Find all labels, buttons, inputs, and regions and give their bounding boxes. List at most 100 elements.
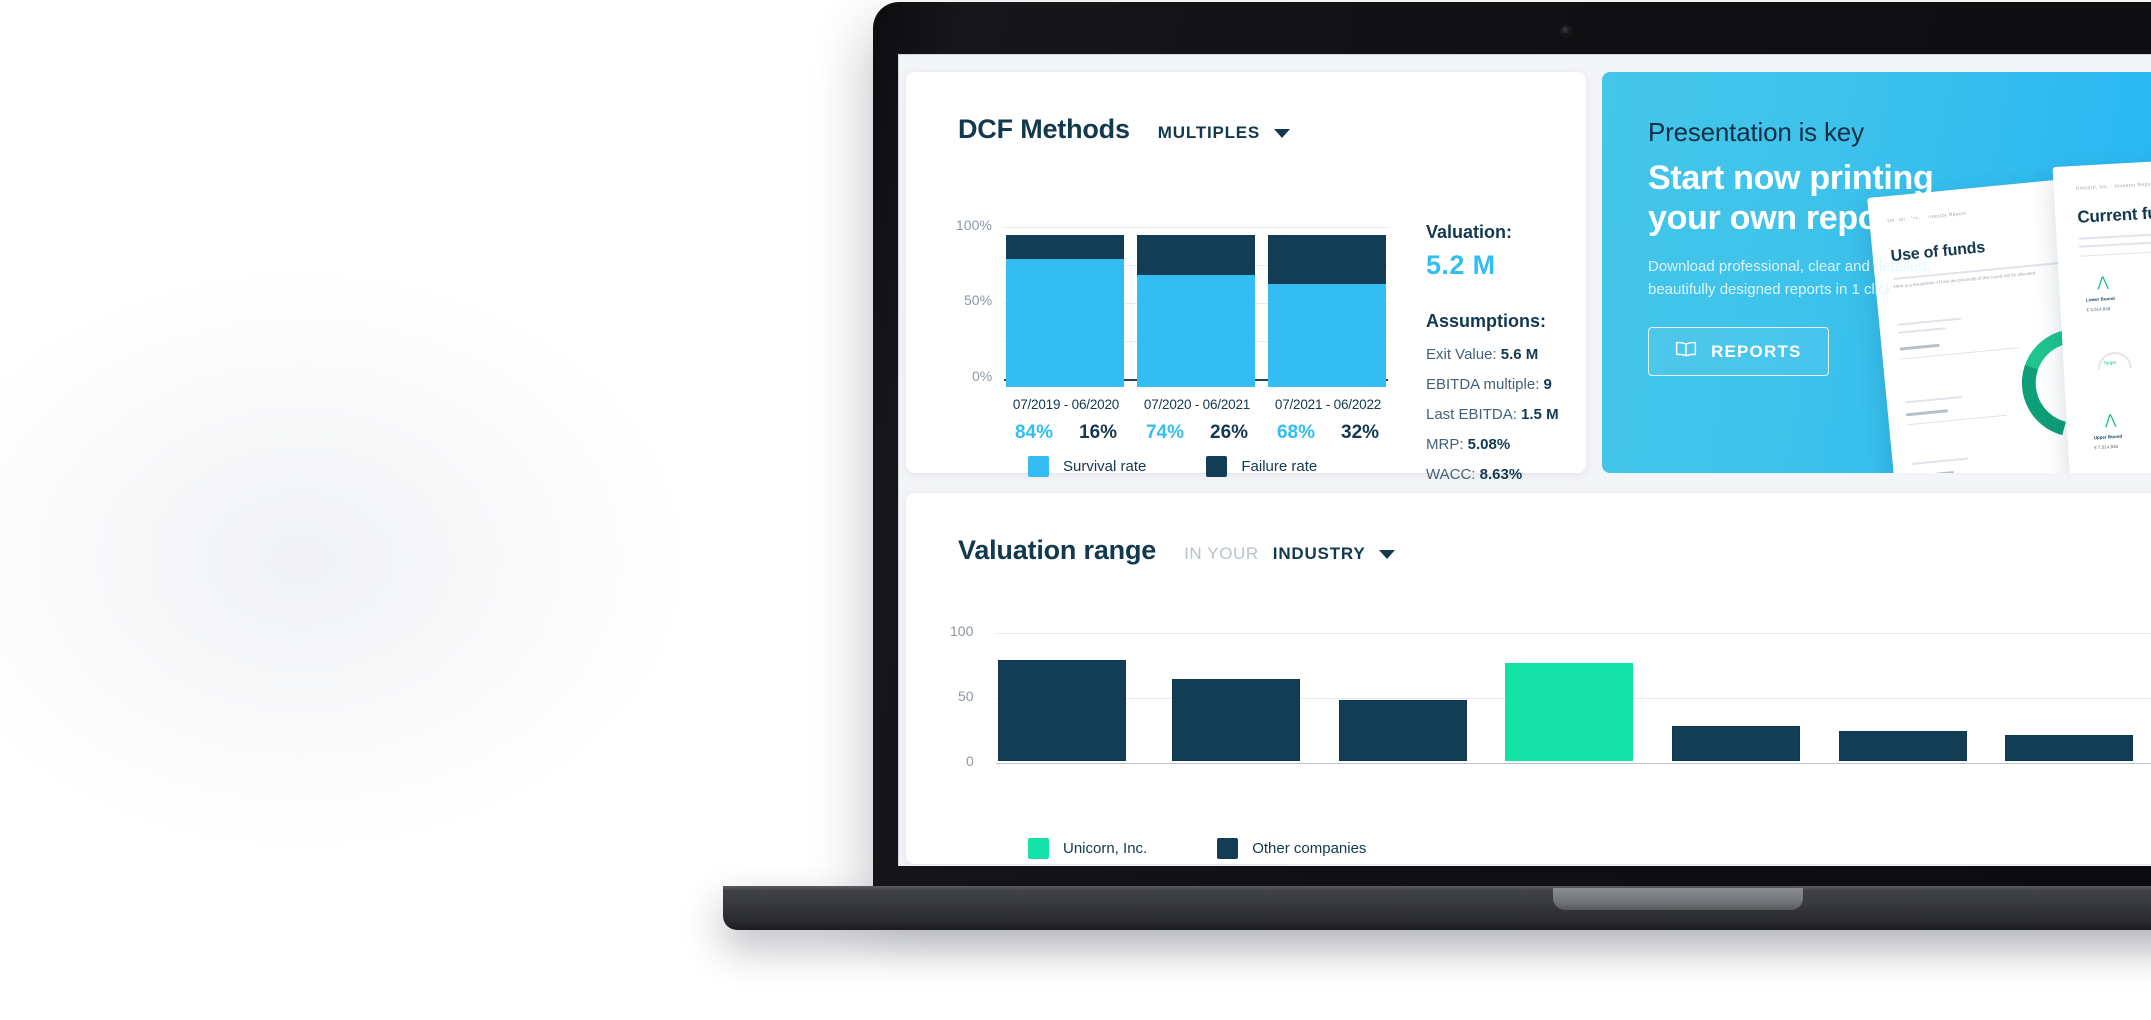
dcf-survival-value: 84% (1014, 422, 1053, 443)
range-x-axis (996, 763, 2151, 764)
dcf-legend: Survival rate Failure rate (1028, 456, 1317, 477)
legend-swatch-icon (1028, 456, 1049, 477)
bar-segment-survival (1268, 283, 1386, 387)
lower-bound-value: € 4,014,848 (2086, 306, 2111, 313)
range-ytick-100: 100 (950, 623, 974, 639)
range-bar-5[interactable] (1839, 731, 1967, 761)
legend-item-others: Other companies (1217, 838, 1366, 859)
dcf-survival-value: 74% (1145, 422, 1184, 443)
assumption-row: EBITDA multiple: 9 (1426, 376, 1586, 393)
chevron-down-icon (1379, 549, 1396, 559)
assumption-row: WACC: 8.63% (1426, 466, 1586, 483)
sparkline-icon: ⋀ (2096, 273, 2109, 290)
valuation-range-card: Valuation range IN YOUR INDUSTRY 100 50 … (906, 493, 2151, 864)
range-title: Valuation range (958, 535, 1157, 565)
doc-title: Current funding round (2076, 198, 2151, 227)
dcf-method-value: MULTIPLES (1157, 123, 1261, 142)
range-bar-1[interactable] (1172, 679, 1300, 761)
legend-label: Other companies (1252, 840, 1367, 857)
promo-headline: Start now printing your own reports! (1648, 159, 1934, 238)
promo-kicker: Presentation is key (1648, 117, 1864, 147)
page-title: DCF Methods (958, 114, 1130, 144)
legend-label: Failure rate (1241, 458, 1318, 475)
industry-selector-prefix: IN YOUR (1184, 544, 1259, 563)
bar-segment-survival (1006, 259, 1124, 387)
legend-swatch-icon (1028, 838, 1049, 859)
app-screen: DCF Methods MULTIPLES 100% 50% 0% (899, 55, 2151, 865)
industry-selector-value: INDUSTRY (1272, 544, 1366, 563)
range-bar-6[interactable] (2005, 735, 2133, 761)
dcf-label-group-2: 07/2021 - 06/2022 68% 32% (1253, 397, 1403, 444)
legend-item-survival: Survival rate (1028, 456, 1146, 477)
doc-line (1911, 471, 1955, 473)
assumption-value: 5.6 M (1500, 346, 1539, 363)
legend-label: Unicorn, Inc. (1063, 840, 1148, 857)
doc-line (1904, 395, 1963, 404)
doc-leader (1907, 414, 2007, 426)
promo-copy: Presentation is key Start now printing y… (1648, 117, 1948, 377)
valuation-range-chart: 100 50 0 2 M> 3 M> 4 M> 5 M (950, 623, 2151, 769)
dcf-method-selector[interactable]: MULTIPLES (1157, 123, 1291, 143)
range-bar-4[interactable] (1672, 726, 1800, 761)
doc-line (1910, 457, 1969, 466)
dcf-ytick-0: 0% (972, 368, 993, 384)
range-bar-2[interactable] (1339, 700, 1467, 761)
stacked-bar-1[interactable] (1137, 235, 1255, 387)
legend-item-failure: Failure rate (1206, 456, 1317, 477)
assumption-row: MRP: 5.08% (1426, 436, 1586, 453)
range-bar-0[interactable] (998, 660, 1126, 761)
lower-bound-label: Lower Bound (2085, 295, 2115, 303)
legend-item-unicorn: Unicorn, Inc. (1028, 838, 1147, 859)
range-legend: Unicorn, Inc. Other companies (1028, 838, 1366, 859)
upper-bound-label: Upper Bound (2093, 433, 2123, 441)
dcf-methods-card: DCF Methods MULTIPLES 100% 50% 0% (906, 72, 1586, 483)
range-ytick-0: 0 (966, 753, 974, 769)
doc-line (2078, 226, 2151, 240)
assumption-key: MRP: (1426, 436, 1464, 453)
laptop-mockup: DCF Methods MULTIPLES 100% 50% 0% (723, 2, 2151, 1020)
laptop-base (723, 886, 2151, 930)
dcf-failure-value: 16% (1079, 422, 1118, 443)
industry-selector[interactable]: IN YOUR INDUSTRY (1184, 544, 1396, 564)
dcf-failure-value: 32% (1341, 422, 1380, 443)
range-bar-3-highlight[interactable] (1505, 663, 1633, 761)
assumption-value: 8.63% (1479, 466, 1523, 483)
book-icon (1675, 341, 1697, 362)
ambient-shadow (0, 0, 1000, 1020)
bar-segment-survival (1137, 274, 1255, 387)
bar-segment-failure (1006, 235, 1124, 260)
bar-segment-failure (1268, 235, 1386, 284)
assumption-value: 9 (1543, 376, 1552, 393)
legend-label: Survival rate (1063, 458, 1147, 475)
upper-bound-value: € 7,014,848 (2094, 443, 2119, 451)
valuation-amount: 5.2 M (1426, 250, 1496, 280)
dcf-period-label: 07/2020 - 06/2021 (1143, 397, 1251, 412)
valuation-summary: Valuation: 5.2 M Assumptions: Exit Value… (1426, 222, 1586, 496)
stacked-bar-2[interactable] (1268, 235, 1386, 387)
dcf-ytick-100: 100% (956, 217, 992, 233)
bar-segment-failure (1137, 235, 1255, 275)
reports-button[interactable]: REPORTS (1648, 327, 1829, 377)
dcf-ytick-50: 50% (964, 292, 993, 308)
assumption-row: Last EBITDA: 1.5 M (1426, 406, 1586, 423)
assumptions-list: Exit Value: 5.6 M EBITDA multiple: 9 Las… (1426, 346, 1586, 483)
dcf-period-label: 07/2019 - 06/2020 (1012, 397, 1120, 412)
chevron-down-icon (1274, 128, 1291, 138)
dcf-period-label: 07/2021 - 06/2022 (1274, 397, 1382, 412)
reports-button-label: REPORTS (1711, 341, 1802, 361)
stacked-bar-0[interactable] (1006, 235, 1124, 387)
dcf-label-group-0: 07/2019 - 06/2020 84% 16% (991, 397, 1141, 444)
assumptions-label: Assumptions: (1426, 311, 1547, 331)
laptop-lid-notch (1553, 888, 1803, 910)
assumption-key: EBITDA multiple: (1426, 376, 1540, 393)
assumption-key: Last EBITDA: (1426, 406, 1517, 423)
assumption-value: 1.5 M (1521, 406, 1559, 423)
promo-subtext: Download professional, clear and detaile… (1648, 258, 1931, 298)
reports-promo-card[interactable]: Unicorn, Inc. · Investor Report Use of f… (1602, 72, 2151, 473)
gridline-100 (996, 633, 2151, 634)
assumption-key: Exit Value: (1426, 346, 1497, 363)
dcf-failure-value: 26% (1210, 422, 1249, 443)
legend-swatch-icon (1217, 838, 1239, 859)
dcf-label-group-1: 07/2020 - 06/2021 74% 26% (1122, 397, 1272, 444)
